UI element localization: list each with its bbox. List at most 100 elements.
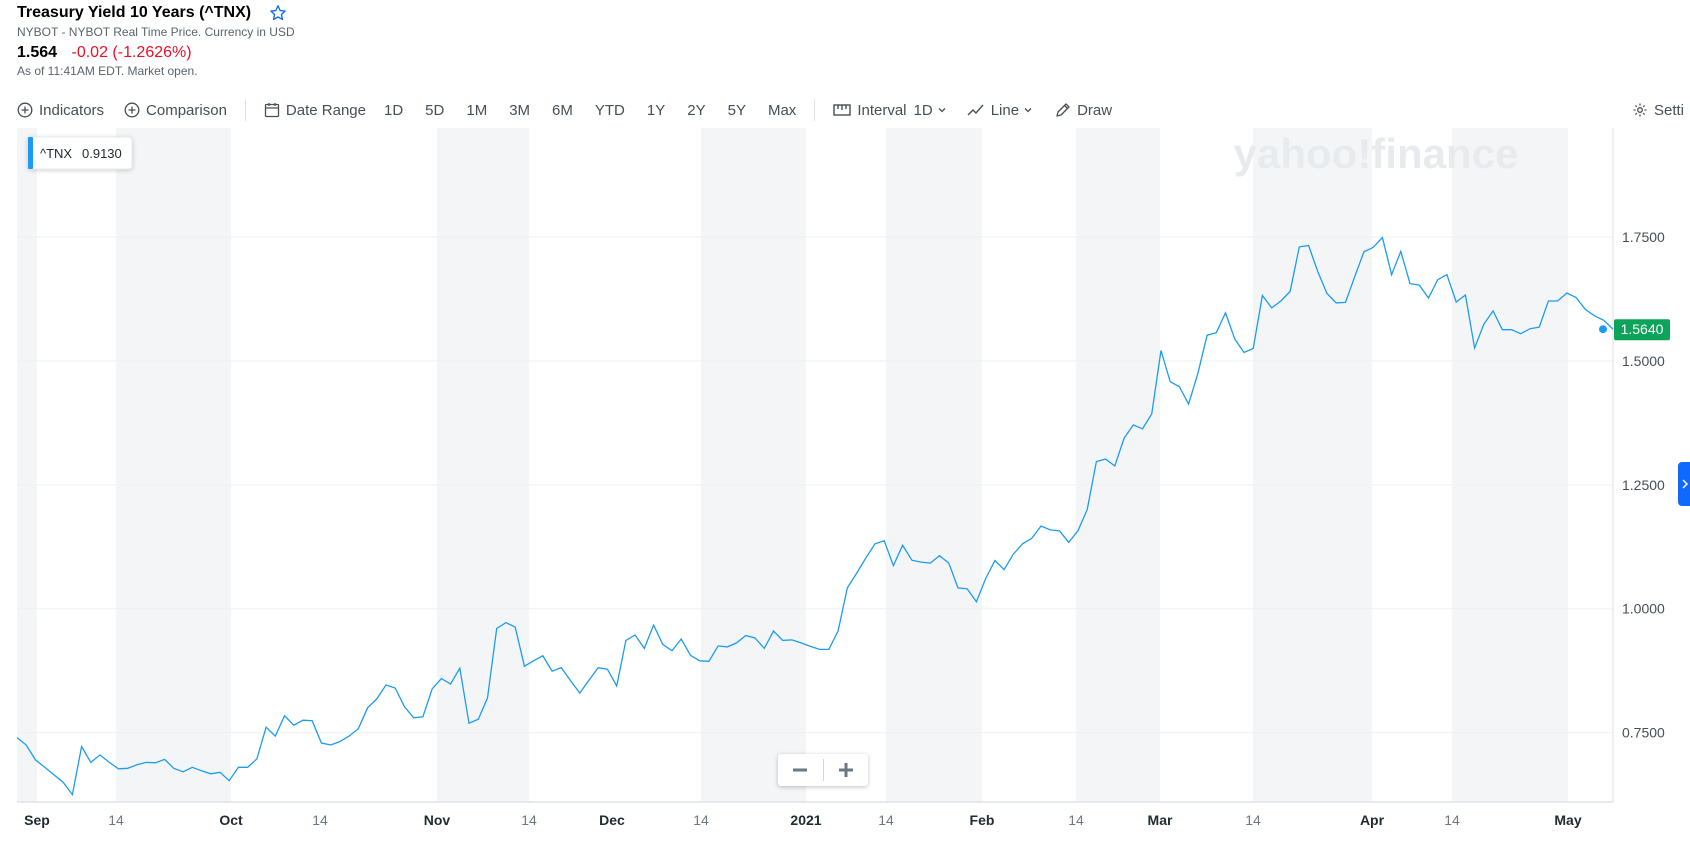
x-tick-label: Oct	[219, 812, 243, 828]
indicators-button[interactable]: Indicators	[17, 102, 104, 119]
chevron-down-icon	[938, 108, 946, 113]
comparison-label: Comparison	[146, 101, 227, 119]
series-line	[16, 236, 1614, 797]
yahoo-finance-watermark: yahoo!finance	[1234, 130, 1519, 177]
y-tick-label: 1.2500	[1622, 477, 1665, 493]
month-band	[886, 128, 982, 802]
chevron-down-icon	[1024, 108, 1032, 113]
month-bands	[17, 128, 1568, 802]
indicators-label: Indicators	[39, 101, 105, 119]
range-button-max[interactable]: Max	[767, 101, 797, 119]
line-chart-icon	[967, 104, 984, 116]
minus-icon	[793, 768, 808, 772]
x-tick-label: 14	[312, 812, 328, 828]
settings-label: Setti	[1654, 101, 1685, 119]
month-band	[1253, 128, 1372, 802]
date-range-label: Date Range	[285, 101, 366, 119]
page-title: Treasury Yield 10 Years (^TNX)	[17, 4, 252, 21]
last-point	[1599, 325, 1607, 334]
range-button-6m[interactable]: 6M	[552, 101, 573, 119]
month-band	[701, 128, 806, 802]
month-band	[116, 128, 231, 802]
y-tick-label: 1.0000	[1622, 601, 1665, 617]
range-button-ytd[interactable]: YTD	[594, 101, 625, 119]
legend: ^TNX 0.9130	[27, 136, 133, 170]
month-band	[437, 128, 529, 802]
range-buttons: 1D 5D 1M 3M 6M YTD 1Y 2Y 5Y Max	[384, 102, 796, 119]
market-status: As of 11:41AM EDT. Market open.	[17, 64, 198, 78]
interval-label: Interval	[857, 101, 907, 119]
range-button-5d[interactable]: 5D	[425, 101, 445, 119]
month-band	[1452, 128, 1568, 802]
range-button-5y[interactable]: 5Y	[727, 101, 746, 119]
x-tick-label: 14	[1444, 812, 1460, 828]
x-tick-label: May	[1554, 812, 1581, 828]
x-tick-label: Apr	[1360, 812, 1385, 828]
draw-button[interactable]: Draw	[1055, 102, 1112, 119]
zoom-control	[778, 754, 868, 786]
quote-header: Treasury Yield 10 Years (^TNX) NYBOT - N…	[17, 4, 295, 78]
plus-circle-icon	[124, 102, 140, 118]
y-axis-labels: 0.7500 1.0000 1.2500 1.5000 1.7500	[1622, 229, 1665, 741]
chart-type-button[interactable]: Line	[967, 102, 1033, 119]
chevron-right-icon	[1682, 479, 1689, 489]
chart-type-label: Line	[990, 101, 1020, 119]
range-button-1y[interactable]: 1Y	[646, 101, 666, 119]
x-tick-label: 14	[1245, 812, 1261, 828]
date-range-button[interactable]: Date Range	[264, 102, 366, 119]
x-tick-label: Sep	[24, 812, 50, 828]
current-price: 1.564	[17, 44, 58, 61]
x-tick-label: 2021	[790, 812, 821, 828]
star-icon[interactable]	[269, 4, 287, 22]
zoom-in-button[interactable]	[824, 754, 869, 786]
draw-label: Draw	[1077, 101, 1113, 119]
grid-lines	[17, 236, 1613, 734]
plus-circle-icon	[17, 102, 33, 118]
range-button-3m[interactable]: 3M	[509, 101, 531, 119]
x-tick-label: 14	[1068, 812, 1084, 828]
interval-value: 1D	[913, 101, 933, 119]
price-chart[interactable]: yahoo!finance 0.7500 1.0000 1.2500 1.5000 1.…	[0, 128, 1690, 851]
legend-symbol: ^TNX	[40, 146, 72, 161]
price-change: -0.02 (-1.2626%)	[71, 44, 192, 61]
last-price-marker: 1.5640	[1599, 319, 1670, 341]
axes	[17, 128, 1614, 803]
legend-color-swatch	[28, 137, 33, 169]
month-band	[17, 128, 37, 802]
x-tick-label: 14	[878, 812, 894, 828]
x-tick-label: 14	[521, 812, 537, 828]
interval-button[interactable]: Interval 1D	[833, 102, 946, 119]
ruler-icon	[833, 104, 852, 116]
settings-button[interactable]: Setti	[1632, 98, 1684, 122]
last-price-label: 1.5640	[1621, 321, 1664, 337]
gear-icon	[1633, 103, 1647, 117]
y-tick-label: 0.7500	[1622, 725, 1665, 741]
y-tick-label: 1.5000	[1622, 353, 1665, 369]
toolbar-divider	[814, 99, 816, 121]
range-button-1m[interactable]: 1M	[466, 101, 488, 119]
calendar-icon	[264, 103, 280, 118]
zoom-divider	[822, 759, 824, 781]
toolbar-divider	[244, 99, 246, 121]
zoom-out-button[interactable]	[778, 754, 823, 786]
x-tick-label: Feb	[970, 812, 995, 828]
plus-icon	[838, 763, 853, 777]
x-axis-labels: Sep 14 Oct 14 Nov 14 Dec 14 2021 14 Feb 14 Mar 14 Apr 1…	[24, 812, 1582, 828]
series-points	[16, 236, 1615, 796]
exchange-subtitle: NYBOT - NYBOT Real Time Price. Currency …	[17, 25, 295, 39]
month-band	[1076, 128, 1160, 802]
chart-toolbar: Indicators Comparison Date Range 1D 5D 1M 3…	[17, 98, 1112, 122]
pencil-icon	[1056, 103, 1070, 117]
y-tick-label: 1.7500	[1622, 229, 1665, 245]
x-tick-label: Mar	[1148, 812, 1173, 828]
side-panel-toggle[interactable]	[1678, 462, 1690, 506]
x-tick-label: 14	[108, 812, 124, 828]
range-button-2y[interactable]: 2Y	[687, 101, 706, 119]
x-tick-label: Dec	[599, 812, 625, 828]
legend-value: 0.9130	[82, 146, 122, 161]
comparison-button[interactable]: Comparison	[124, 102, 227, 119]
x-tick-label: Nov	[424, 812, 451, 828]
range-button-1d[interactable]: 1D	[383, 101, 404, 119]
last-price-badge	[1614, 319, 1670, 341]
x-tick-label: 14	[693, 812, 709, 828]
